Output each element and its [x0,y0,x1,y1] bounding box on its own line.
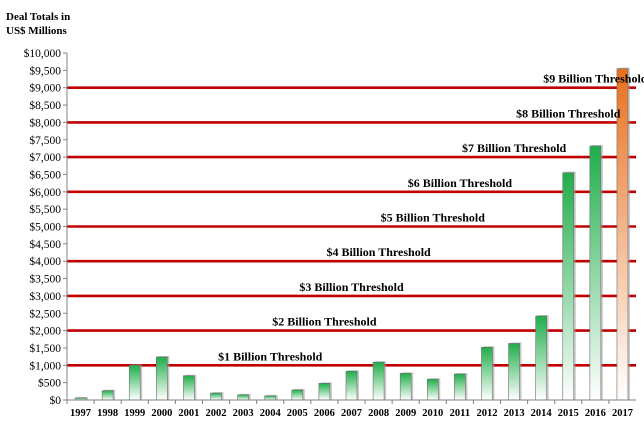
x-tick-labels: 1997 1998 1999 2000 2001 2002 2003 2004 2005 2006… [66,400,633,419]
y-tick-label: $6,000 [29,186,61,199]
y-tick-label: $9,000 [29,82,61,95]
y-tick-label: $2,500 [29,307,61,320]
bar-1999 [128,364,141,401]
y-tick-label: $1,500 [29,342,61,355]
y-tick-label: $500 [38,377,61,390]
x-tick-label: 2001 [178,408,199,419]
threshold-label-3: $3 Billion Threshold [299,280,404,294]
x-tick-label: 2003 [233,408,254,419]
x-tick-label: 1997 [70,408,91,419]
bar-2013 [508,343,520,401]
y-tick-label: $4,000 [29,255,61,268]
y-tick-label: $4,500 [29,238,61,251]
bar-2015 [562,172,575,401]
threshold-labels: $1 Billion Threshold $2 Billion Threshold… [218,72,644,364]
y-tick-label: $7,500 [29,134,61,147]
x-tick-label: 2017 [612,408,633,419]
x-tick-label: 1999 [124,408,145,419]
threshold-label-5: $5 Billion Threshold [381,211,486,225]
threshold-label-9: $9 Billion Threshold [543,72,644,86]
y-tick-label: $9,500 [29,64,61,77]
x-tick-label: 2013 [504,408,525,419]
x-tick-label: 2012 [476,408,497,419]
bar-2012 [481,346,493,401]
y-tick-label: $6,500 [29,168,61,181]
threshold-label-7: $7 Billion Threshold [462,141,567,155]
y-tick-label: $10,000 [24,47,62,60]
x-tick-label: 2008 [368,408,389,419]
bar-2016 [589,145,602,401]
y-tick-label: $8,000 [29,116,61,129]
x-tick-label: 2014 [531,408,553,419]
x-tick-label: 2009 [395,408,416,419]
bar-2000 [156,356,168,401]
x-tick-label: 2004 [260,408,282,419]
y-axis-title-line-1: Deal Totals in [6,11,71,23]
x-tick-label: 2010 [422,408,443,419]
bar-1998 [101,390,114,401]
y-axis-title: Deal Totals in US$ Millions [6,10,70,38]
x-tick-label: 1998 [97,408,118,419]
y-tick-label: $0 [50,394,62,407]
y-tick-label: $1,000 [29,359,61,372]
x-tick-label: 2007 [341,408,362,419]
y-tick-label: $2,000 [29,325,61,338]
x-tick-label: 2016 [585,408,606,419]
bar-2001 [183,375,195,401]
bar-2007 [345,370,358,401]
bar-2005 [291,389,304,401]
bar-2002 [210,392,222,401]
x-tick-label: 2002 [206,408,227,419]
x-tick-label: 2006 [314,408,335,419]
y-tick-label: $5,000 [29,221,61,234]
x-tick-label: 2005 [287,408,308,419]
y-axis-title-line-2: US$ Millions [6,25,67,37]
threshold-label-8: $8 Billion Threshold [516,106,621,120]
y-tick-labels: $0 $500 $1,000 $1,500 $2,000 $2,500 $3,000 $3,5… [24,47,67,407]
threshold-label-4: $4 Billion Threshold [326,245,431,259]
bar-2006 [318,383,331,401]
x-tick-label: 2000 [151,408,172,419]
y-tick-label: $8,500 [29,99,61,112]
threshold-label-6: $6 Billion Threshold [408,176,513,190]
threshold-label-2: $2 Billion Threshold [272,315,377,329]
bar-2004 [264,395,277,401]
bar-2003 [237,394,249,401]
y-tick-label: $3,500 [29,273,61,286]
bar-2011 [454,373,466,401]
bar-2009 [399,372,412,401]
bars [74,67,630,401]
bar-2010 [426,378,439,401]
x-tick-label: 2015 [558,408,579,419]
y-tick-label: $5,500 [29,203,61,216]
threshold-label-1: $1 Billion Threshold [218,349,323,363]
y-tick-label: $7,000 [29,151,61,164]
bar-2014 [535,315,547,401]
x-tick-label: 2011 [450,408,470,419]
bar-2008 [372,361,385,401]
y-tick-label: $3,000 [29,290,61,303]
